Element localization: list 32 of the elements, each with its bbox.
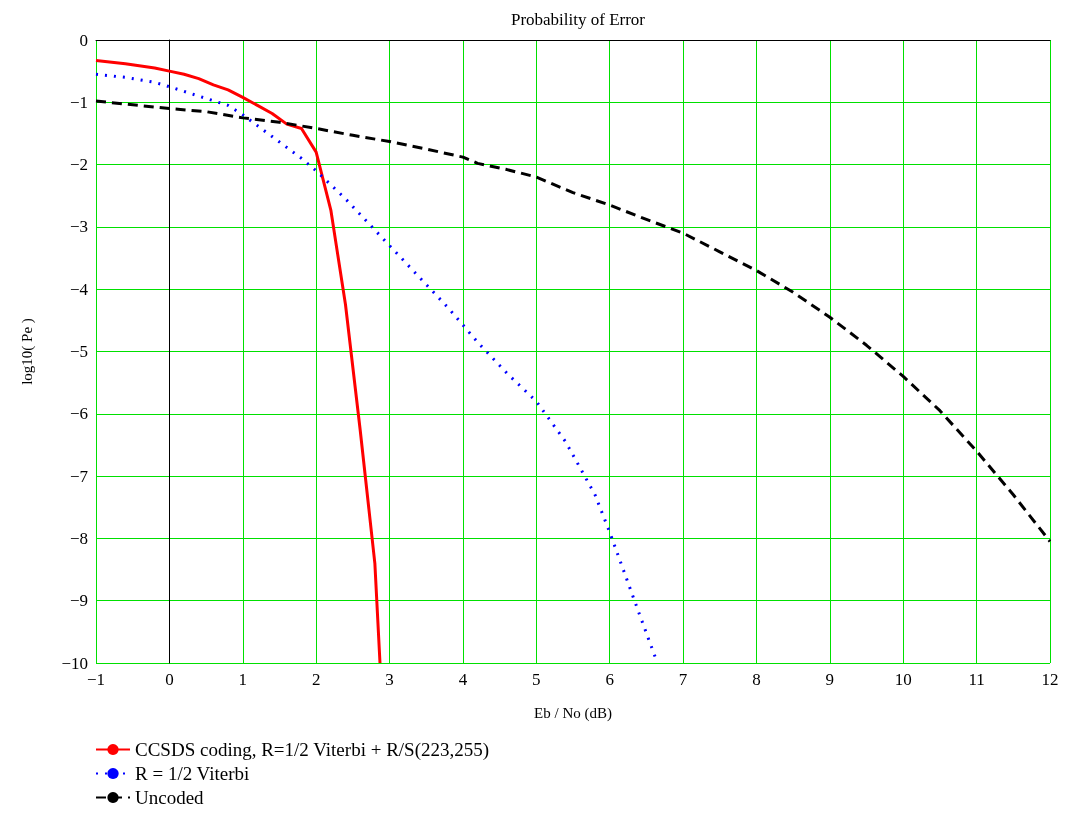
y-tick-label: −10 bbox=[61, 653, 88, 673]
legend-label: CCSDS coding, R=1/2 Viterbi + R/S(223,255) bbox=[135, 739, 490, 761]
x-tick-label: −1 bbox=[86, 670, 106, 689]
y-tick-label: −4 bbox=[69, 279, 89, 299]
y-tick-label: −3 bbox=[69, 217, 88, 237]
x-tick-label: 0 bbox=[165, 670, 174, 689]
x-tick-label: 4 bbox=[458, 670, 468, 689]
x-tick-label: 6 bbox=[605, 670, 614, 689]
x-tick-label: 10 bbox=[894, 670, 912, 689]
y-tick-label: 0 bbox=[79, 30, 88, 50]
y-tick-label: −9 bbox=[69, 591, 88, 611]
legend-label: R = 1/2 Viterbi bbox=[135, 763, 250, 784]
y-tick-label: −2 bbox=[69, 155, 88, 175]
x-tick-label: 5 bbox=[532, 670, 541, 689]
x-tick-label: 3 bbox=[385, 670, 394, 689]
x-tick-label: 9 bbox=[825, 670, 835, 689]
y-tick-label: −1 bbox=[69, 92, 88, 112]
x-tick-label: 12 bbox=[1041, 670, 1059, 689]
legend-label: Uncoded bbox=[135, 787, 205, 808]
y-tick-label: −6 bbox=[69, 404, 88, 424]
x-tick-label: 2 bbox=[311, 670, 321, 689]
y-tick-label: −7 bbox=[69, 466, 89, 486]
x-axis-title: Eb / No (dB) bbox=[534, 704, 612, 722]
x-tick-label: 1 bbox=[238, 670, 248, 689]
x-tick-label: 11 bbox=[968, 670, 985, 689]
y-tick-label: −5 bbox=[69, 342, 88, 361]
chart-title: Probability of Error bbox=[510, 10, 646, 29]
x-tick-label: 8 bbox=[752, 670, 761, 689]
y-axis-title: log10( Pe ) bbox=[18, 318, 36, 385]
line-series bbox=[94, 59, 382, 665]
x-tick-label: 7 bbox=[678, 670, 688, 689]
y-tick-label: −8 bbox=[69, 528, 88, 548]
